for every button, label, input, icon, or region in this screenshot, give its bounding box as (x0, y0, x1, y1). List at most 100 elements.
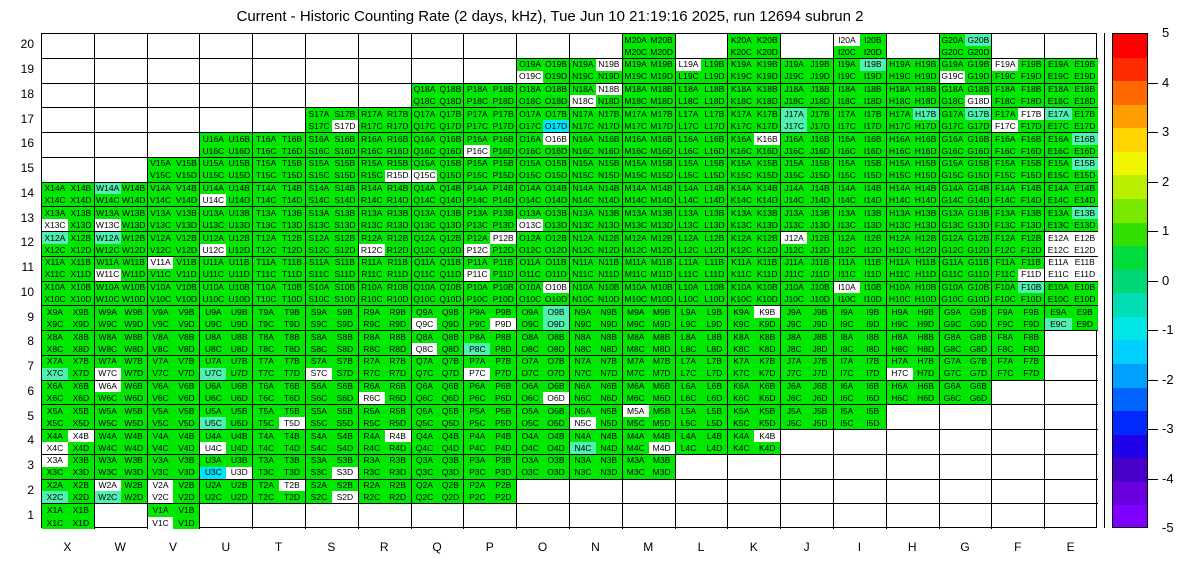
heatmap-quadrant: L11C (675, 268, 702, 281)
heatmap-quadrant: F10B (1018, 281, 1045, 294)
heatmap-quadrant: W2D (120, 491, 147, 504)
heatmap-cell: M13A M13B M13C M13D (622, 207, 676, 232)
heatmap-quadrant: N4C (570, 441, 596, 454)
heatmap-quadrant: H13A (886, 207, 913, 220)
x-axis-tick-label: R (379, 540, 389, 554)
heatmap-quadrant: Q7A (411, 355, 438, 368)
heatmap-quadrant: Q13C (411, 219, 438, 231)
heatmap-quadrant: K13B (754, 207, 781, 220)
heatmap-quadrant: L15D (701, 169, 728, 182)
heatmap-cell (570, 504, 623, 529)
heatmap-cell: X2A X2B X2C X2D (42, 479, 95, 505)
heatmap-quadrant: X1C (42, 516, 68, 529)
heatmap-quadrant: L6D (701, 392, 728, 405)
heatmap-cell: U10A U10B U10C U10D (200, 281, 254, 307)
heatmap-quadrant: T9B (279, 306, 305, 319)
heatmap-quadrant: V5A (147, 405, 174, 418)
heatmap-cell (517, 504, 570, 529)
heatmap-quadrant: X8A (42, 331, 68, 343)
heatmap-quadrant: N17B (595, 108, 622, 121)
heatmap-quadrant: P18D (490, 95, 517, 108)
heatmap-cell: M7A M7B M7C M7D (622, 355, 676, 381)
heatmap-cell: F10A F10B F10C F10D (992, 281, 1046, 307)
heatmap-quadrant: M19B (648, 58, 675, 71)
heatmap-quadrant: V5B (173, 405, 200, 418)
heatmap-cell: N11A N11B N11C N11D (570, 256, 623, 282)
heatmap-quadrant: S9B (331, 306, 358, 319)
heatmap-quadrant: N15C (570, 169, 596, 182)
heatmap-quadrant: G14B (965, 182, 992, 195)
heatmap-quadrant: V14D (173, 194, 200, 207)
heatmap-quadrant: T3B (279, 454, 305, 467)
heatmap-quadrant: M6A (622, 380, 649, 393)
y-axis-tick-label: 7 (27, 359, 34, 374)
heatmap-quadrant: N18A (570, 83, 596, 96)
heatmap-quadrant: S2C (306, 491, 332, 504)
heatmap-quadrant: M6D (648, 392, 675, 405)
heatmap-cell: J7A J7B J7C J7D (781, 355, 834, 381)
heatmap-quadrant: G13B (965, 207, 992, 220)
heatmap-quadrant: Q16B (437, 133, 464, 145)
heatmap-quadrant: O14B (543, 182, 569, 195)
heatmap-quadrant: Q8A (411, 331, 438, 343)
heatmap-quadrant: S15A (306, 157, 332, 170)
heatmap-quadrant: Q8B (437, 331, 464, 343)
heatmap-cell: R6A R6B R6C R6D (358, 380, 412, 406)
heatmap-quadrant: E19C (1045, 70, 1072, 83)
heatmap-quadrant: E9D (1071, 318, 1098, 330)
heatmap-quadrant: M17D (648, 120, 675, 132)
heatmap-cell (992, 479, 1046, 505)
y-axis-tick-label: 8 (27, 334, 34, 349)
heatmap-quadrant: E16B (1071, 133, 1098, 145)
heatmap-quadrant: P18C (464, 95, 491, 108)
heatmap-cell: I8A I8B I8C I8D (834, 331, 887, 356)
heatmap-cell: K4A K4B K4C K4D (728, 430, 782, 455)
colorbar-band (1113, 364, 1147, 389)
heatmap-quadrant: M3D (648, 466, 675, 479)
heatmap-cell: P8A P8B P8C P8D (464, 331, 518, 356)
heatmap-quadrant: H10B (912, 281, 939, 294)
heatmap-quadrant: I6C (834, 392, 860, 405)
heatmap-quadrant: L8C (675, 342, 702, 355)
heatmap-quadrant: R13B (384, 207, 411, 220)
heatmap-quadrant: K9D (754, 318, 781, 330)
heatmap-quadrant: S7D (331, 367, 358, 380)
heatmap-quadrant: O10C (517, 293, 544, 306)
heatmap-quadrant: Q13D (437, 219, 464, 231)
heatmap-cell: I12A I12B I12C I12D (834, 232, 887, 257)
heatmap-quadrant: T6B (279, 380, 305, 393)
heatmap-quadrant: Q9D (437, 318, 464, 330)
heatmap-cell: M9A M9B M9C M9D (622, 306, 676, 331)
heatmap-quadrant: H15C (886, 169, 913, 182)
heatmap-quadrant: O3A (517, 454, 544, 467)
heatmap-quadrant: U13D (226, 219, 253, 231)
heatmap-quadrant: H10C (886, 293, 913, 306)
heatmap-quadrant: H8D (912, 342, 939, 355)
heatmap-quadrant: J18C (781, 95, 808, 108)
heatmap-quadrant: I11B (859, 256, 886, 269)
heatmap-quadrant: E11B (1071, 256, 1098, 269)
heatmap-quadrant: N10C (570, 293, 596, 306)
heatmap-quadrant: H17B (912, 108, 939, 121)
heatmap-quadrant: H18C (886, 95, 913, 108)
heatmap-quadrant: U8A (200, 331, 227, 343)
heatmap-quadrant: T13D (279, 219, 305, 231)
heatmap-cell: N3A N3B N3C N3D (570, 454, 623, 480)
heatmap-quadrant: X6C (42, 392, 68, 405)
heatmap-quadrant: K8A (728, 331, 755, 343)
colorbar-tick-label: -1 (1162, 322, 1174, 337)
heatmap-cell (570, 34, 623, 59)
heatmap-quadrant: J13C (781, 219, 808, 231)
heatmap-quadrant: T15B (279, 157, 305, 170)
x-axis-tick-label: S (327, 540, 336, 554)
heatmap-quadrant: G7B (965, 355, 992, 368)
heatmap-cell: S7A S7B S7C S7D (306, 355, 359, 381)
heatmap-quadrant: S9D (331, 318, 358, 330)
heatmap-quadrant: H16D (912, 144, 939, 157)
heatmap-quadrant: O6B (543, 380, 569, 393)
heatmap-quadrant: P14B (490, 182, 517, 195)
heatmap-quadrant: I17A (834, 108, 860, 121)
heatmap-cell: O11A O11B O11C O11D (517, 256, 570, 282)
heatmap-cell: H10A H10B H10C H10D (886, 281, 940, 307)
heatmap-quadrant: S10D (331, 293, 358, 306)
